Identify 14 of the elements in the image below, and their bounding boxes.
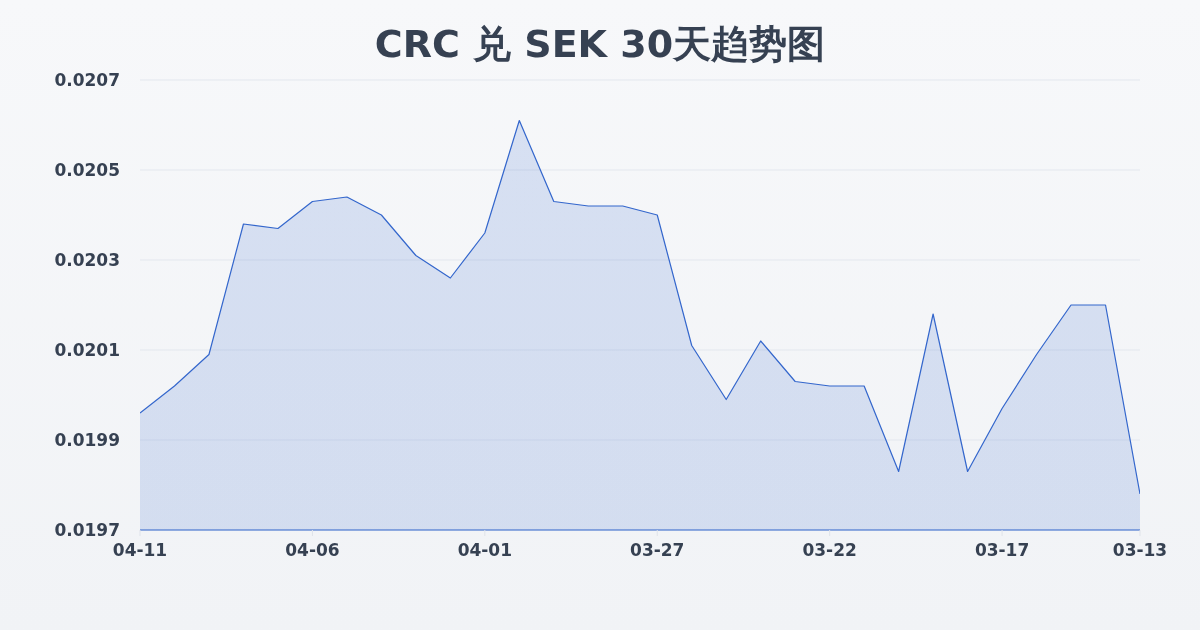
x-tick-label: 03-22: [802, 540, 857, 561]
y-tick-label: 0.0201: [54, 340, 120, 361]
y-tick-label: 0.0203: [54, 250, 120, 271]
x-tick-label: 03-13: [1112, 540, 1168, 561]
x-tick-label: 04-06: [285, 540, 340, 561]
x-tick-label: 04-01: [457, 540, 513, 561]
y-tick-label: 0.0199: [54, 430, 120, 451]
y-tick-label: 0.0205: [54, 160, 120, 181]
chart-title: CRC 兑 SEK 30天趋势图: [373, 21, 827, 68]
x-tick-label: 04-11: [112, 540, 168, 561]
y-tick-label: 0.0207: [54, 70, 120, 91]
x-tick-label: 03-17: [974, 540, 1030, 561]
y-tick-label: 0.0197: [54, 520, 120, 541]
x-tick-label: 03-27: [630, 540, 685, 561]
